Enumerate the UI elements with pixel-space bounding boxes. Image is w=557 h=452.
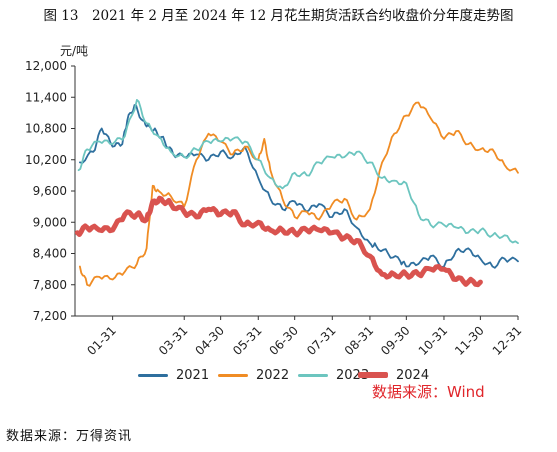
legend-item-2024: 2024 xyxy=(358,365,429,385)
legend-item-2023: 2023 xyxy=(298,365,369,385)
wind-source-note: 数据来源：Wind xyxy=(372,383,485,401)
legend-label-2024: 2024 xyxy=(396,367,430,383)
y-tick-label: 7,200 xyxy=(33,309,67,323)
series-line-2024 xyxy=(74,195,483,288)
chart-title: 图 13 2021 年 2 月至 2024 年 12 月花生期货活跃合约收盘价分… xyxy=(43,8,514,24)
y-tick-label: 11,400 xyxy=(25,90,67,104)
x-tick-label: 11-30 xyxy=(452,323,487,358)
series-line-2021 xyxy=(79,104,519,269)
x-tick-label: 09-30 xyxy=(378,323,413,358)
legend-label-2022: 2022 xyxy=(256,367,290,383)
x-axis-ticks: 01-31 03-31 04-30 05-31 06-30 07-31 08-31 09-30… xyxy=(84,316,524,358)
y-tick-label: 8,400 xyxy=(33,247,67,261)
y-tick-label: 9,000 xyxy=(33,215,67,229)
x-tick-label: 01-31 xyxy=(84,323,119,358)
legend-swatch-2021 xyxy=(138,373,168,377)
legend-item-2022: 2022 xyxy=(218,365,289,385)
y-axis-ticks: 7,200 7,800 8,400 9,000 9,600 10,200 10,800 11,… xyxy=(25,59,75,323)
series-line-2023 xyxy=(77,99,519,245)
x-tick-label: 08-31 xyxy=(342,323,377,358)
legend-swatch-2022 xyxy=(218,373,248,377)
data-source: 数据来源：万得资讯 xyxy=(6,429,133,444)
series-line-2022 xyxy=(79,101,519,287)
x-tick-label: 10-31 xyxy=(416,323,451,358)
legend-swatch-2023 xyxy=(298,373,328,377)
x-tick-label: 05-31 xyxy=(230,323,265,358)
legend-item-2021: 2021 xyxy=(138,365,209,385)
x-tick-label: 06-30 xyxy=(266,323,301,358)
x-tick-label: 07-31 xyxy=(304,323,339,358)
y-tick-label: 7,800 xyxy=(33,278,67,292)
chart-legend: 2021 2022 2023 2024 xyxy=(0,365,557,385)
legend-swatch-2024 xyxy=(358,372,388,378)
x-tick-label: 04-30 xyxy=(192,323,227,358)
y-tick-label: 12,000 xyxy=(25,59,67,73)
x-tick-label: 12-31 xyxy=(490,323,525,358)
y-axis-unit-label: 元/吨 xyxy=(60,44,89,58)
x-tick-label: 03-31 xyxy=(156,323,191,358)
legend-label-2021: 2021 xyxy=(176,367,210,383)
y-tick-label: 9,600 xyxy=(33,184,67,198)
y-tick-label: 10,200 xyxy=(25,153,67,167)
y-tick-label: 10,800 xyxy=(25,122,67,136)
series-lines xyxy=(74,99,519,288)
legend-label-2023: 2023 xyxy=(336,367,370,383)
